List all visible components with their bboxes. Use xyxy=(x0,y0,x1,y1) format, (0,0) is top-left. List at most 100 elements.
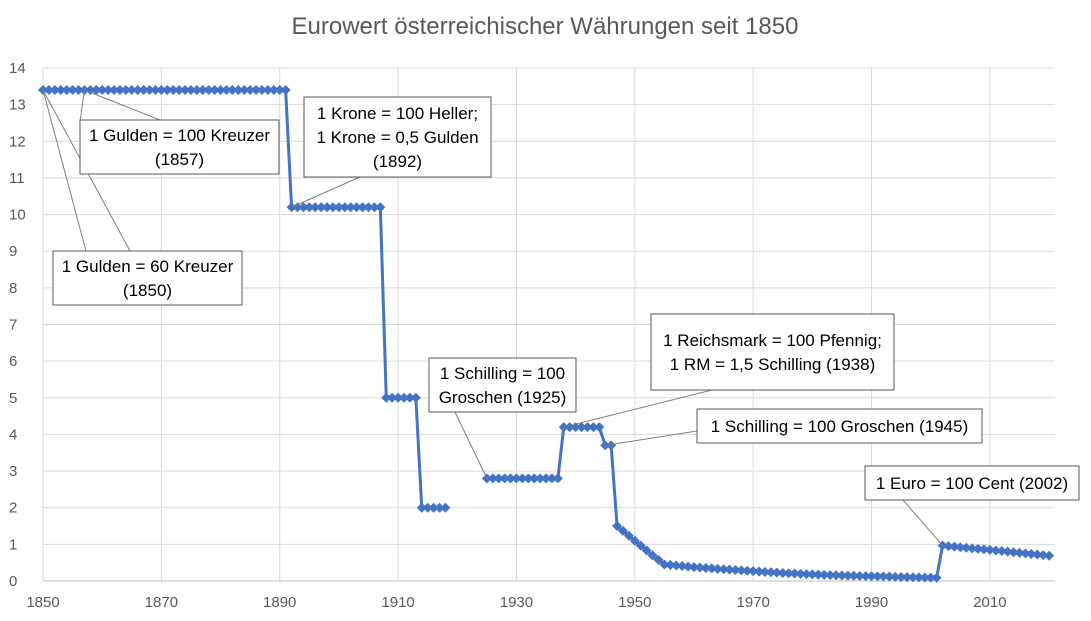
annotation-text: 1 Gulden = 100 Kreuzer xyxy=(89,126,270,145)
data-point xyxy=(919,572,930,583)
data-point xyxy=(262,84,273,95)
data-point xyxy=(813,569,824,580)
annotation-box xyxy=(52,250,243,306)
data-point xyxy=(765,567,776,578)
annotation-text: (1857) xyxy=(155,150,204,169)
y-tick-label: 7 xyxy=(9,317,17,334)
data-point xyxy=(73,84,84,95)
data-point xyxy=(623,530,634,541)
data-point xyxy=(961,542,972,553)
data-point xyxy=(245,84,256,95)
data-point xyxy=(896,571,907,582)
data-point xyxy=(191,84,202,95)
data-point xyxy=(156,84,167,95)
data-point xyxy=(251,84,262,95)
data-point xyxy=(180,84,191,95)
y-tick-label: 0 xyxy=(9,573,17,590)
data-point xyxy=(357,202,368,213)
annotation-text: 1 Krone = 100 Heller; xyxy=(317,104,478,123)
data-point xyxy=(1038,550,1049,561)
data-point xyxy=(836,570,847,581)
data-point xyxy=(375,202,386,213)
data-point xyxy=(67,84,78,95)
data-point xyxy=(860,571,871,582)
data-point xyxy=(393,392,404,403)
data-point xyxy=(612,521,623,532)
annotation-leader-line xyxy=(605,430,698,446)
data-point xyxy=(487,473,498,484)
data-point xyxy=(742,565,753,576)
data-point xyxy=(902,572,913,583)
data-point xyxy=(150,84,161,95)
data-point xyxy=(872,571,883,582)
data-point xyxy=(1044,550,1055,561)
annotation-callout: 1 Gulden = 60 Kreuzer (1850) xyxy=(42,89,243,306)
y-tick-label: 11 xyxy=(9,170,25,187)
data-point xyxy=(588,422,599,433)
data-point xyxy=(925,572,936,583)
annotation-callout: 1 Krone = 100 Heller; 1 Krone = 0,5 Gulde… xyxy=(291,96,492,208)
data-point xyxy=(706,563,717,574)
data-point xyxy=(103,84,114,95)
data-point xyxy=(363,202,374,213)
annotation-box xyxy=(650,313,895,391)
annotation-leader-line xyxy=(563,389,713,428)
y-tick-label: 1 xyxy=(9,536,17,553)
annotation-leader-line xyxy=(454,411,488,479)
data-point xyxy=(535,473,546,484)
data-point xyxy=(221,84,232,95)
data-point xyxy=(1032,549,1043,560)
data-point xyxy=(748,566,759,577)
annotation-text: 1 Krone = 0,5 Gulden xyxy=(316,128,478,147)
data-point xyxy=(49,84,60,95)
y-tick-label: 2 xyxy=(9,500,17,517)
data-point xyxy=(617,525,628,536)
data-point xyxy=(718,564,729,575)
data-point xyxy=(404,392,415,403)
data-point xyxy=(913,572,924,583)
data-point xyxy=(197,84,208,95)
chart-title: Eurowert österreichischer Währungen seit… xyxy=(292,13,799,40)
data-point xyxy=(724,564,735,575)
data-point xyxy=(517,473,528,484)
data-point xyxy=(978,544,989,555)
data-point xyxy=(132,84,143,95)
y-tick-label: 3 xyxy=(9,463,17,480)
x-tick-label: 1990 xyxy=(855,594,888,611)
annotation-text: 1 Gulden = 60 Kreuzer xyxy=(62,257,234,276)
data-point xyxy=(85,84,96,95)
data-point xyxy=(606,440,617,451)
data-point xyxy=(256,84,267,95)
data-point xyxy=(967,543,978,554)
annotation-text: 1 Schilling = 100 Groschen (1945) xyxy=(711,417,969,436)
data-point xyxy=(777,567,788,578)
data-point xyxy=(990,545,1001,556)
annotation-callout: 1 Euro = 100 Cent (2002) xyxy=(864,465,1080,546)
data-point xyxy=(381,392,392,403)
data-point xyxy=(647,550,658,561)
data-point xyxy=(712,563,723,574)
data-point xyxy=(239,84,250,95)
data-point xyxy=(174,84,185,95)
data-point xyxy=(138,84,149,95)
data-point xyxy=(61,84,72,95)
data-point xyxy=(97,84,108,95)
data-point xyxy=(333,202,344,213)
data-point xyxy=(996,546,1007,557)
data-point xyxy=(410,392,421,403)
data-point xyxy=(641,545,652,556)
y-tick-label: 9 xyxy=(9,243,17,260)
data-point xyxy=(955,542,966,553)
annotation-box xyxy=(428,357,577,413)
annotation-callout: 1 Reichsmark = 100 Pfennig; 1 RM = 1,5 Sc… xyxy=(563,313,895,428)
data-point xyxy=(43,84,54,95)
y-tick-label: 14 xyxy=(9,60,26,77)
data-point xyxy=(316,202,327,213)
data-point xyxy=(890,571,901,582)
data-point xyxy=(268,84,279,95)
data-point xyxy=(399,392,410,403)
data-point xyxy=(688,562,699,573)
annotation-text: 1 RM = 1,5 Schilling (1938) xyxy=(670,355,876,374)
x-tick-label: 1890 xyxy=(263,594,296,611)
data-point xyxy=(215,84,226,95)
